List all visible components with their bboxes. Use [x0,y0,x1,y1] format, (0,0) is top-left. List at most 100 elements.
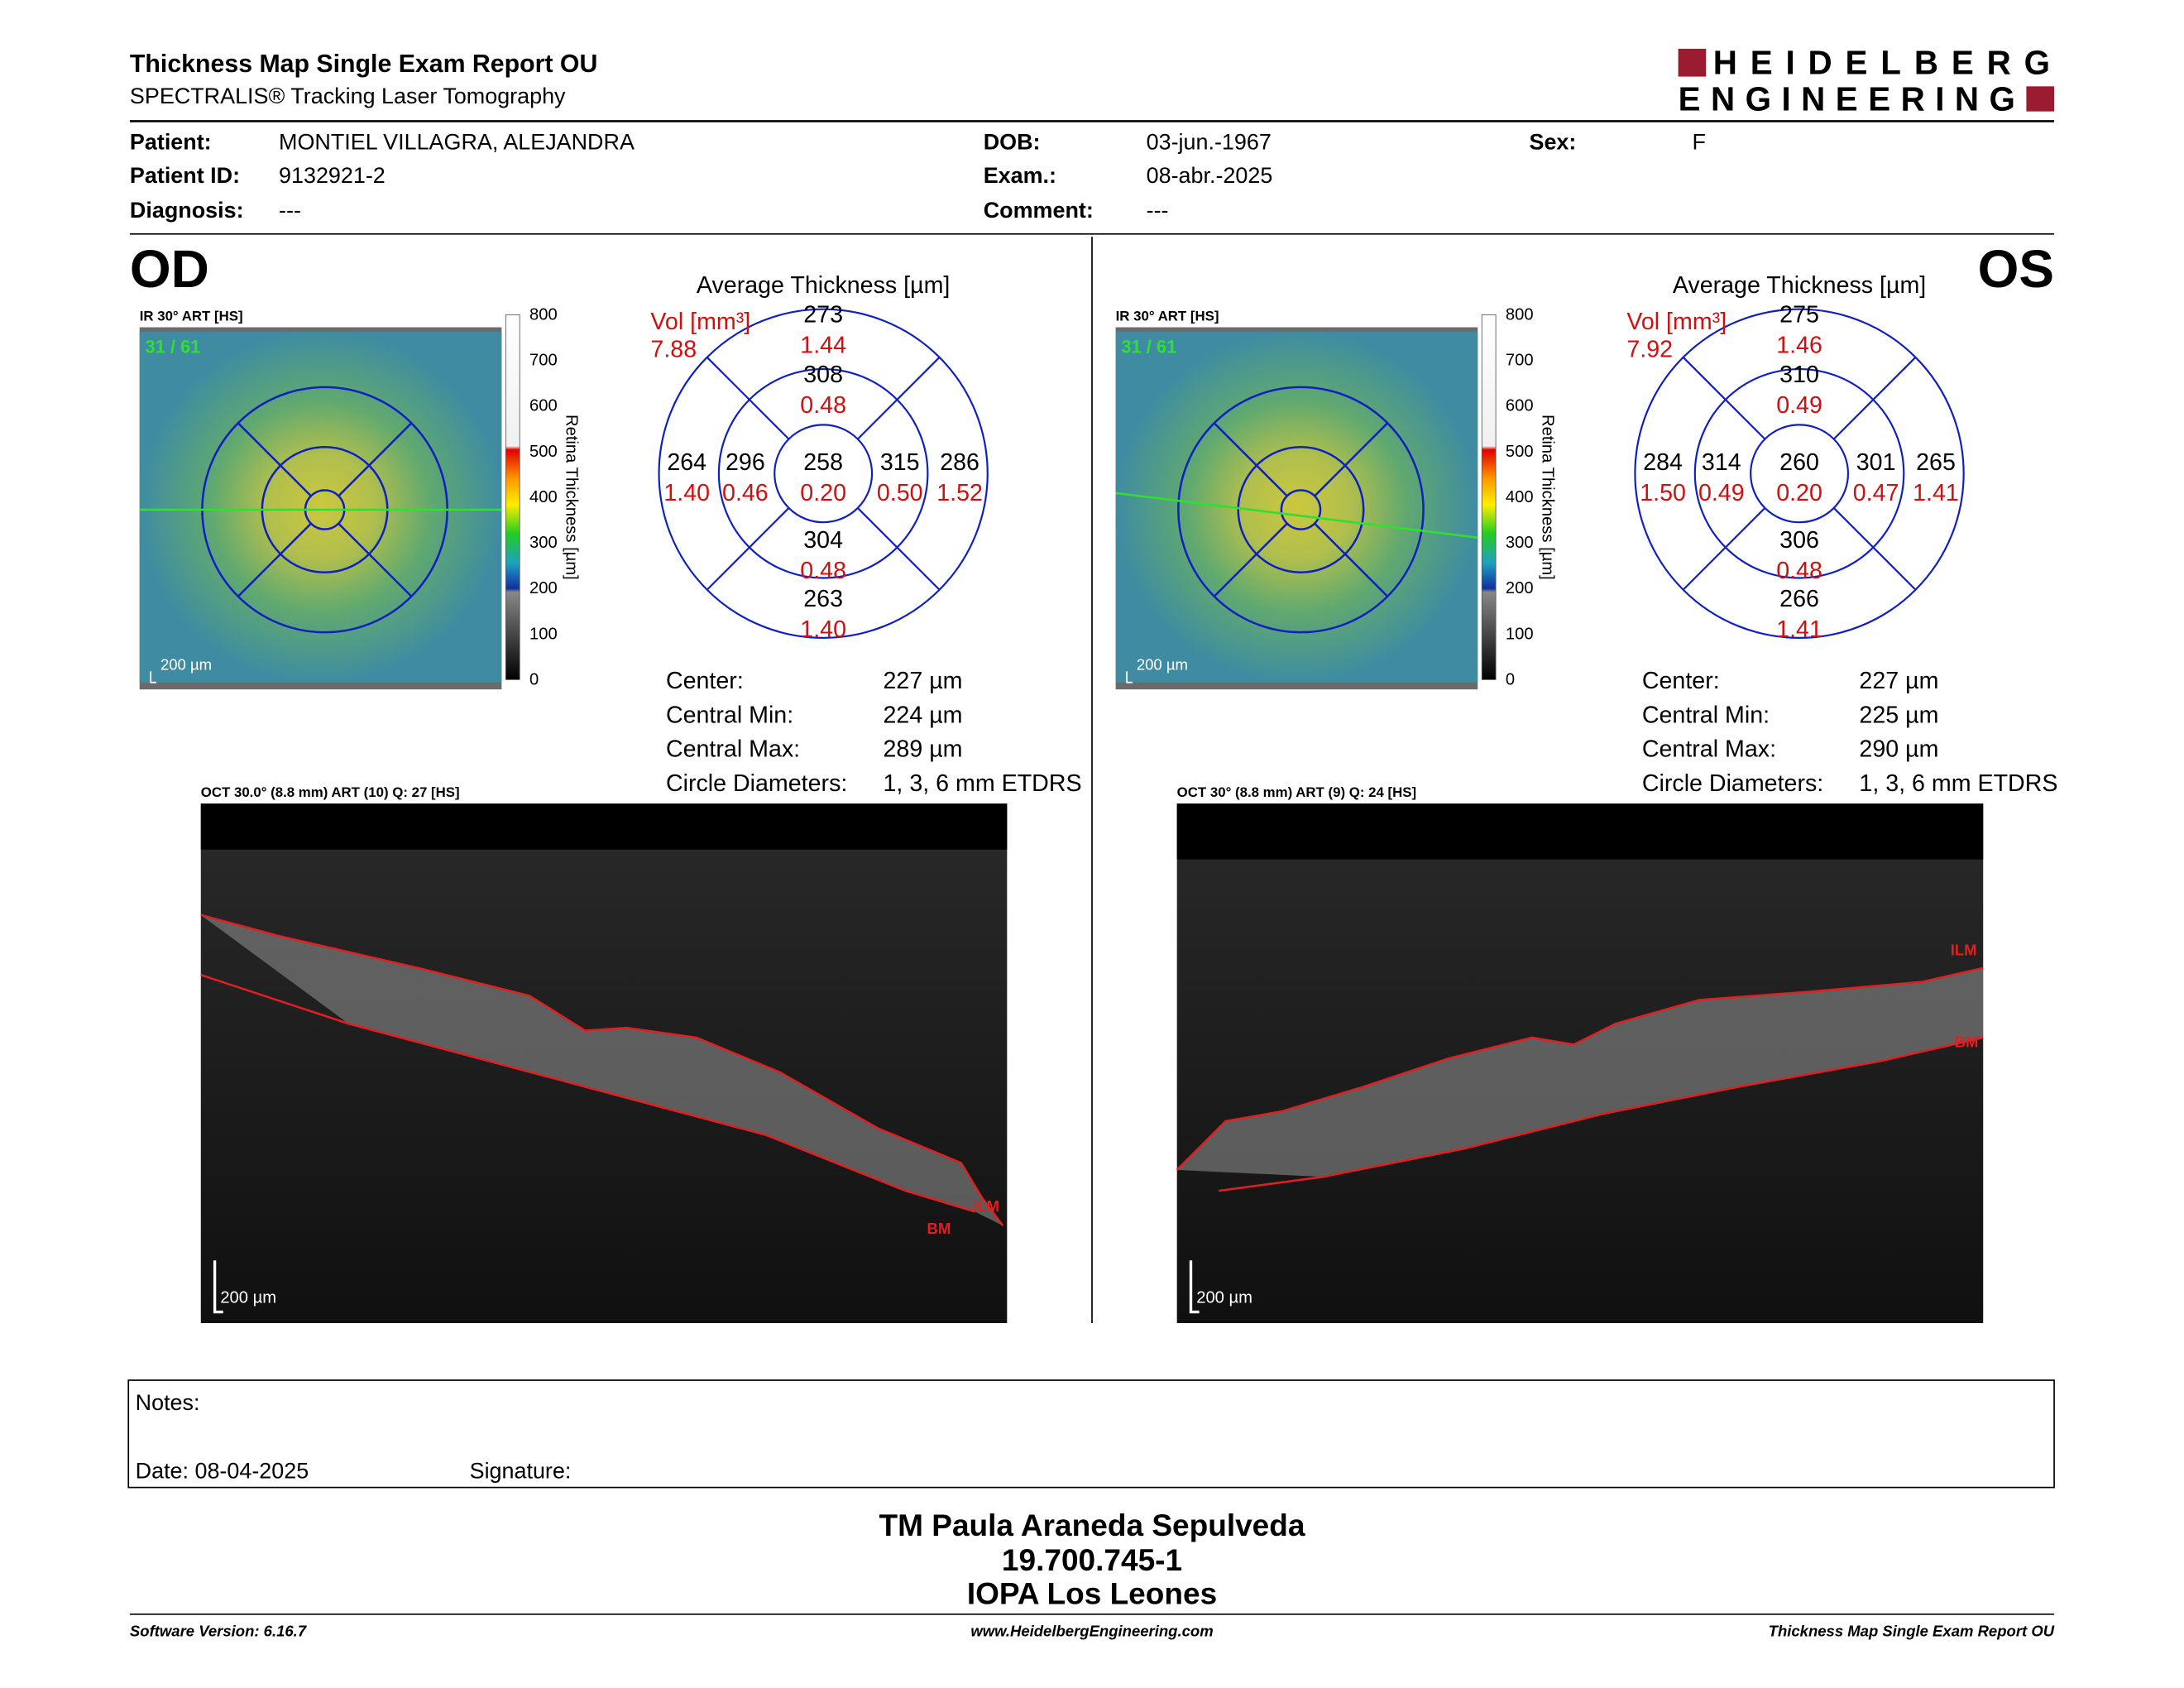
sector-volume: 1.52 [936,480,983,506]
sector-thickness: 258 [803,449,843,476]
etdrs-spoke [338,422,412,497]
stat-value: 225 µm [1859,702,1938,728]
grid-circle [1750,424,1850,524]
field-value: MONTIEL VILLAGRA, ALEJANDRA [279,130,635,155]
sector-volume: 1.41 [1776,616,1822,643]
colorbar-tick: 700 [529,352,558,370]
colorbar-tick: 0 [1506,670,1515,688]
layer-label: ILM [973,1197,999,1215]
thickness-map [1115,331,1478,683]
signature-line: TM Paula Araneda Sepulveda [879,1508,1305,1542]
stat-label: Central Min: [666,702,793,728]
sector-thickness: 304 [803,527,843,554]
sector-thickness: 301 [1856,449,1896,476]
etdrs-circle [1177,386,1425,634]
logo-text: ENGINEERING [1679,80,2019,118]
report-subtitle: SPECTRALIS® Tracking Laser Tomography [130,84,566,108]
vol-label: Vol [mm³] [650,309,750,335]
sector-thickness: 296 [726,449,765,476]
stat-value: 1, 3, 6 mm ETDRS [884,770,1082,797]
grid-spoke [857,507,941,591]
colorbar-tick: 400 [529,488,558,506]
grid-circle [717,367,929,579]
colorbar-label: Retina Thickness [µm] [1538,415,1556,580]
sector-volume: 0.20 [800,480,846,506]
grid-title: Average Thickness [µm] [1673,272,1926,299]
sector-volume: 1.40 [800,616,846,643]
sector-volume: 0.46 [722,480,769,506]
sector-volume: 0.49 [1698,480,1745,506]
sector-thickness: 263 [803,586,843,612]
retina-band [1176,967,1984,1177]
notes-label: Notes: [136,1390,200,1415]
report-title: Thickness Map Single Exam Report OU [130,50,597,78]
field-label: DOB: [984,130,1041,155]
etdrs-circle [1280,489,1322,530]
oct-title: OCT 30.0° (8.8 mm) ART (10) Q: 27 [HS] [201,784,460,800]
field-label: Patient ID: [130,163,240,188]
thickness-map [139,331,502,683]
header: Thickness Map Single Exam Report OU SPEC… [129,44,2055,122]
grid-spoke [706,357,790,440]
colorbar-tick: 400 [1506,488,1534,506]
sector-volume: 1.41 [1913,480,1959,506]
notes-box [127,1379,2055,1489]
stat-value: 1, 3, 6 mm ETDRS [1859,770,2057,797]
oct-top [1176,803,1984,860]
field-value: --- [279,198,301,223]
layer-label: BM [927,1220,951,1237]
etdrs-spoke [237,422,312,497]
etdrs-spoke [1314,522,1388,597]
etdrs-circle [1237,446,1365,574]
grid-circle [774,424,874,524]
bm-line [200,974,975,1213]
grid-spoke [1832,507,1917,591]
colorbar-tick: 700 [1506,352,1534,370]
oct-scale-bar [213,1260,223,1314]
grid-spoke [1682,507,1766,591]
sector-thickness: 314 [1702,449,1741,476]
stat-label: Center: [666,668,744,694]
ilm-line [200,914,1004,1226]
footer-right: Thickness Map Single Exam Report OU [1769,1622,2055,1639]
oct-top [200,803,1008,850]
sector-thickness: 284 [1643,449,1683,476]
sector-volume: 0.48 [1776,558,1822,584]
etdrs-spoke [1214,522,1288,597]
colorbar-tick: 800 [1506,305,1534,324]
logo-mark [1678,48,1707,77]
fundus-title: IR 30° ART [HS] [1116,309,1219,324]
signature-line: 19.700.745-1 [1002,1542,1182,1577]
colorbar-tick: 200 [529,579,558,597]
stat-value: 290 µm [1859,736,1938,763]
notes-date: Date: 08-04-2025 [136,1458,309,1483]
field-value: F [1692,130,1705,155]
oct-title: OCT 30° (8.8 mm) ART (9) Q: 24 [HS] [1177,784,1416,800]
colorbar-tick: 600 [1506,397,1534,415]
retina-band [200,914,1003,1226]
field-label: Patient: [130,130,212,155]
field-value: 03-jun.-1967 [1147,130,1272,155]
sector-volume: 0.49 [1776,392,1822,419]
sector-thickness: 273 [803,301,843,328]
fundus-counter: 31 / 61 [1121,337,1176,357]
signature-line: IOPA Los Leones [967,1576,1217,1611]
sector-thickness: 265 [1916,449,1956,476]
fundus-counter: 31 / 61 [145,337,200,357]
field-label: Exam.: [984,163,1056,188]
sector-volume: 1.50 [1640,480,1686,506]
colorbar-tick: 300 [1506,534,1534,552]
logo-mark [2026,86,2055,112]
stat-value: 227 µm [884,668,963,694]
bm-line [1219,1036,1984,1192]
sector-thickness: 264 [667,449,706,476]
colorbar-tick: 500 [1506,443,1534,461]
layer-label: BM [1955,1033,1979,1051]
footer-center: www.HeidelbergEngineering.com [970,1622,1213,1639]
grid-spoke [1832,357,1917,440]
layer-label: ILM [1951,941,1977,958]
scale-bar [1126,671,1133,683]
fundus-title: IR 30° ART [HS] [140,309,243,324]
sector-thickness: 260 [1779,449,1819,476]
sector-thickness: 275 [1779,301,1819,328]
